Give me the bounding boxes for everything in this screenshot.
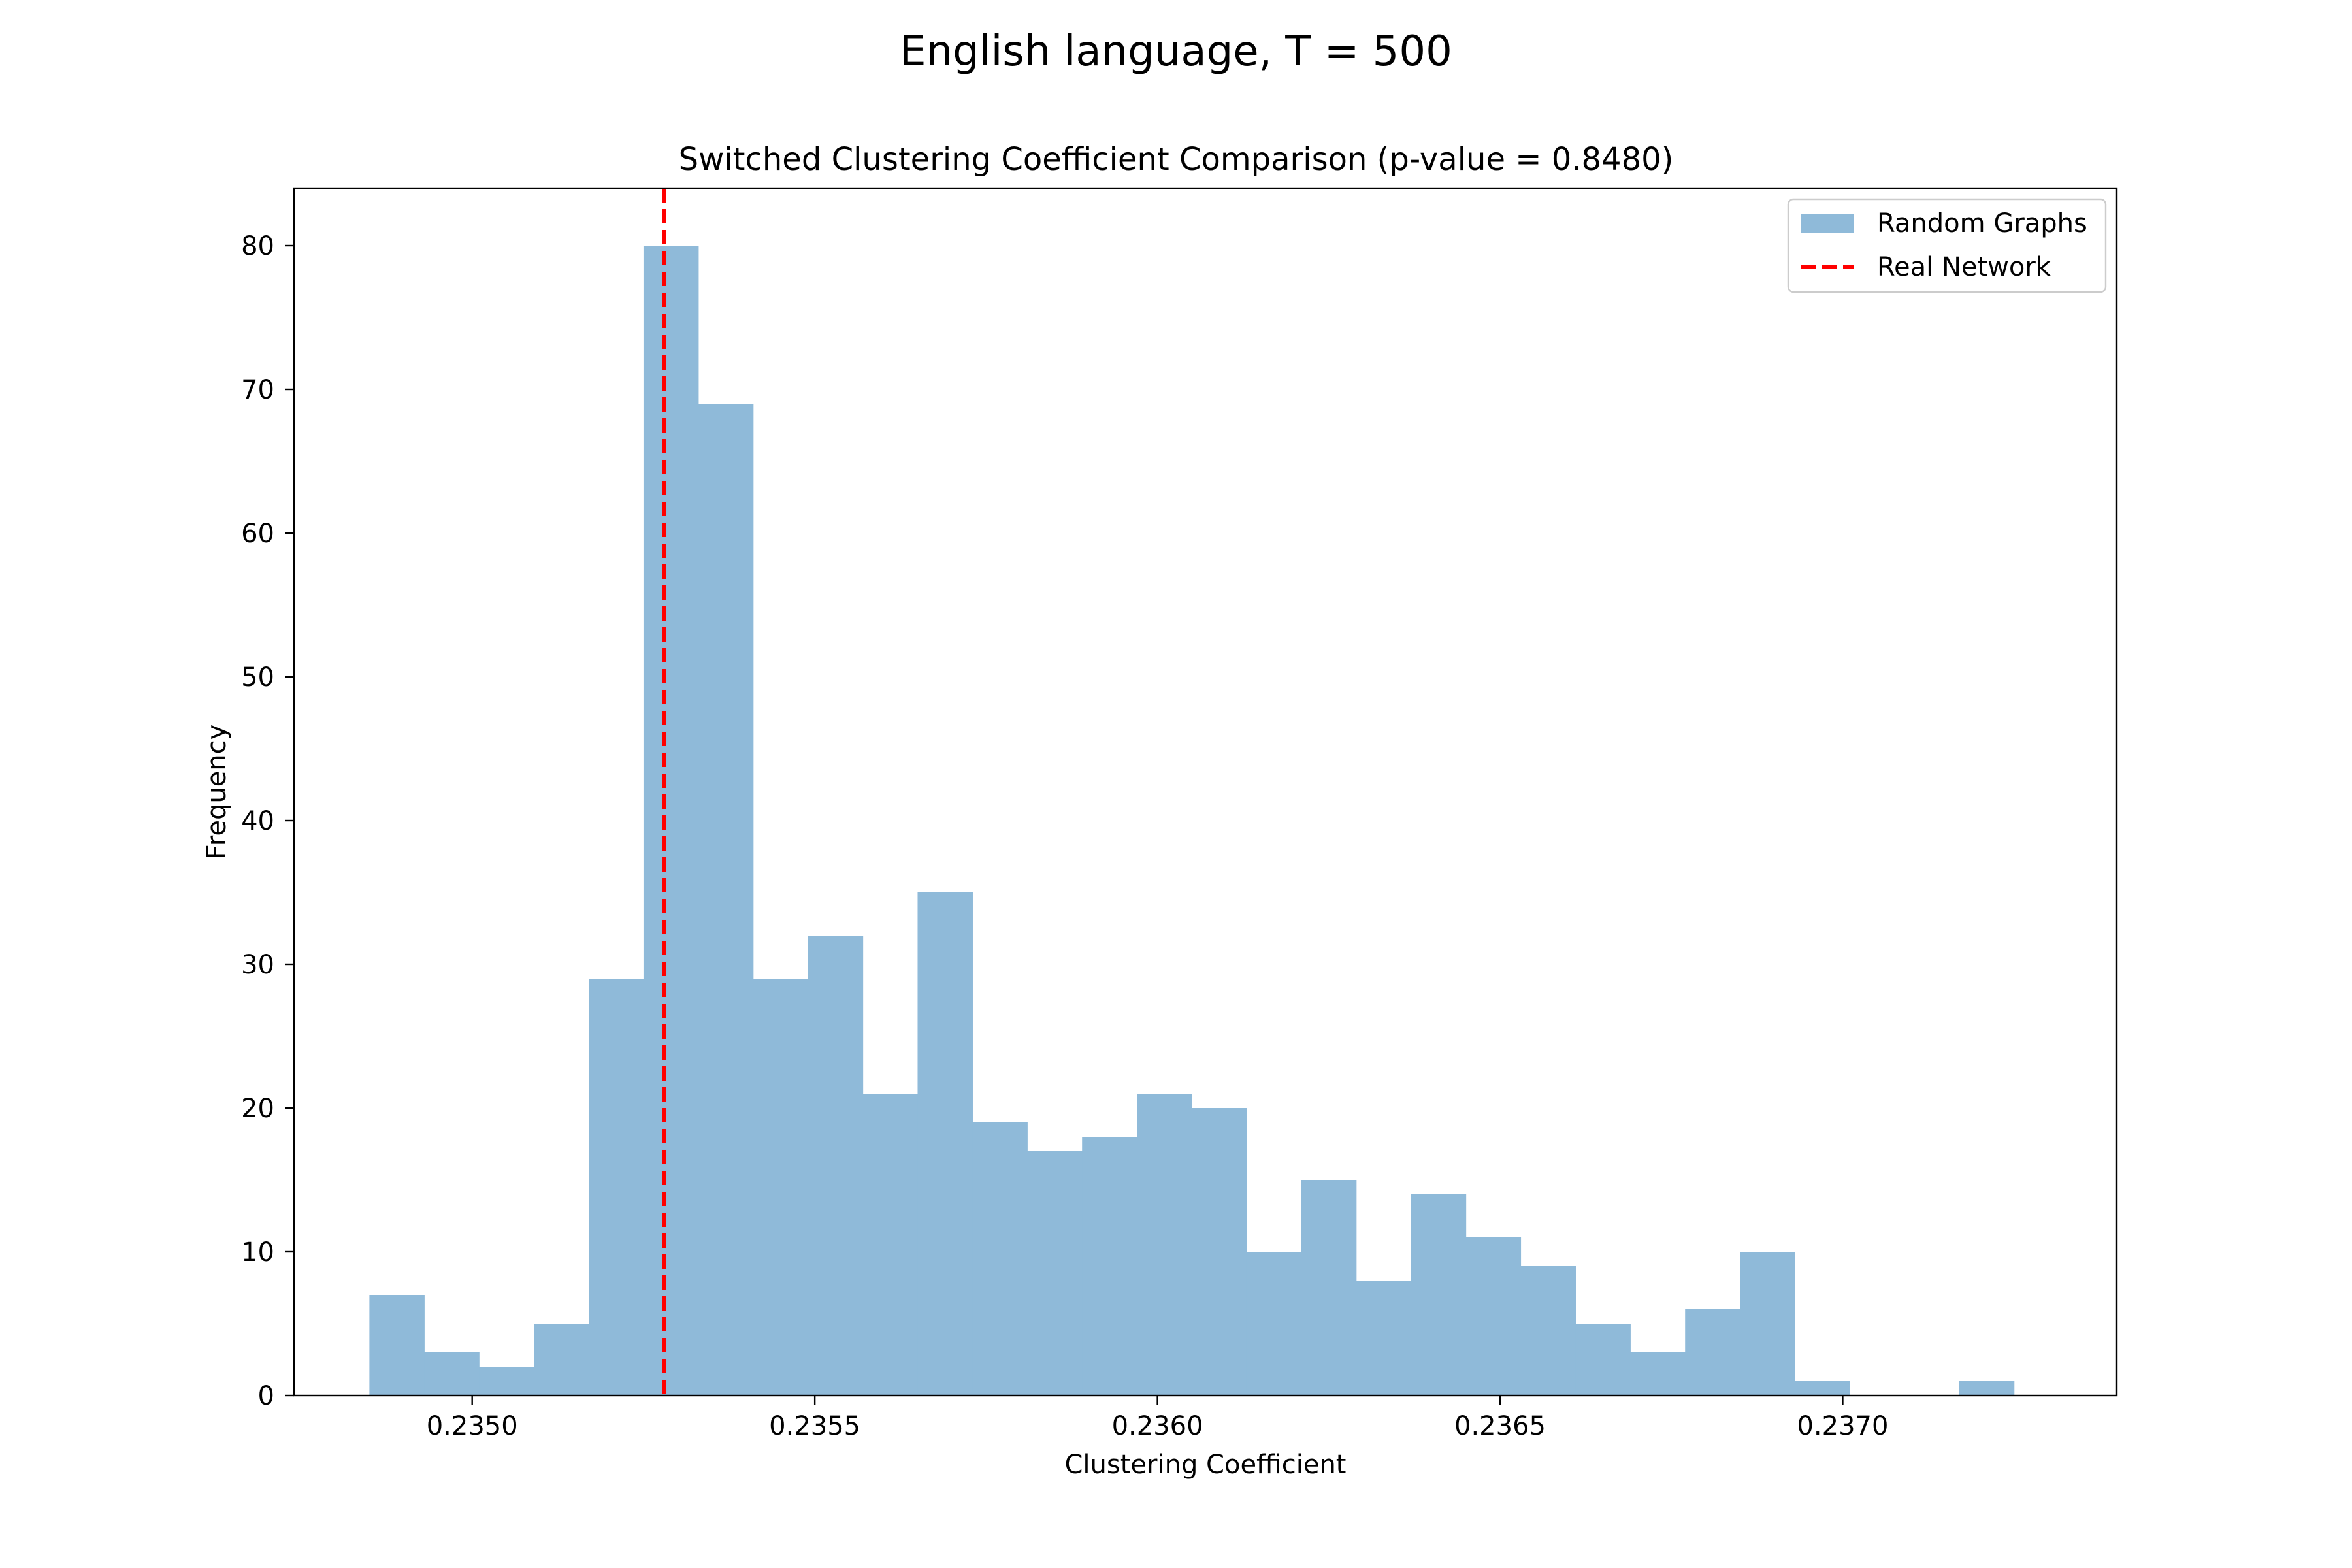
histogram-bar	[534, 1324, 589, 1396]
histogram-bar	[643, 246, 699, 1396]
x-tick-label: 0.2365	[1454, 1411, 1546, 1441]
plot-frame	[293, 187, 2118, 1397]
y-tick-label: 0	[258, 1381, 274, 1411]
histogram-bar	[424, 1352, 480, 1396]
histogram-bar	[1301, 1180, 1357, 1396]
legend: Random Graphs Real Network	[1787, 198, 2107, 293]
histogram-bar	[1740, 1252, 1795, 1396]
y-tick-label: 60	[241, 519, 274, 549]
histogram-bar	[1027, 1151, 1083, 1396]
histogram-bar	[1685, 1309, 1740, 1396]
histogram-bar	[753, 979, 809, 1396]
histogram-bar	[1356, 1281, 1412, 1396]
histogram-bars	[369, 246, 2015, 1396]
histogram-bar	[862, 1094, 919, 1396]
histogram-bar	[479, 1367, 534, 1396]
legend-label-real-network: Real Network	[1877, 252, 2051, 282]
histogram-bar	[589, 979, 644, 1396]
histogram-bar	[917, 892, 973, 1396]
legend-swatch-random-graphs	[1801, 214, 1854, 233]
histogram-bar	[1246, 1252, 1302, 1396]
x-tick-label: 0.2355	[769, 1411, 860, 1441]
plot-area	[293, 187, 2118, 1397]
legend-label-random-graphs: Random Graphs	[1877, 208, 2087, 238]
histogram-bar	[1411, 1194, 1467, 1396]
histogram-bar	[1795, 1381, 1850, 1396]
histogram-bar	[1192, 1108, 1247, 1396]
histogram-bar	[972, 1122, 1028, 1396]
x-tick-label: 0.2350	[427, 1411, 518, 1441]
histogram-bar	[1137, 1094, 1192, 1396]
y-tick-label: 40	[241, 806, 274, 836]
histogram-bar	[1520, 1266, 1576, 1396]
histogram-bar	[1082, 1137, 1137, 1396]
x-axis-ticks: 0.2350 0.2355 0.2360 0.2365 0.2370	[427, 1396, 1888, 1441]
x-tick-label: 0.2370	[1797, 1411, 1888, 1441]
histogram-bar	[369, 1295, 425, 1396]
y-tick-label: 20	[241, 1094, 274, 1124]
figure-suptitle: English language, T = 500	[900, 27, 1452, 76]
histogram-bar	[698, 404, 754, 1396]
y-tick-label: 30	[241, 950, 274, 980]
y-tick-label: 50	[241, 662, 274, 693]
legend-frame	[1787, 198, 2107, 293]
y-tick-label: 70	[241, 375, 274, 405]
chart-title: Switched Clustering Coefficient Comparis…	[679, 141, 1674, 178]
histogram-bar	[1465, 1237, 1522, 1396]
histogram-bar	[1630, 1352, 1686, 1396]
x-axis-label: Clustering Coefficient	[1065, 1450, 1347, 1480]
y-tick-label: 80	[241, 231, 274, 261]
histogram-bar	[808, 936, 864, 1396]
histogram-bar	[1575, 1324, 1631, 1396]
y-tick-label: 10	[241, 1237, 274, 1267]
histogram-bar	[1959, 1381, 2015, 1396]
x-tick-label: 0.2360	[1112, 1411, 1203, 1441]
y-axis-ticks: 0 10 20 30 40 50 60 70 80	[241, 231, 294, 1411]
y-axis-label: Frequency	[202, 725, 232, 860]
